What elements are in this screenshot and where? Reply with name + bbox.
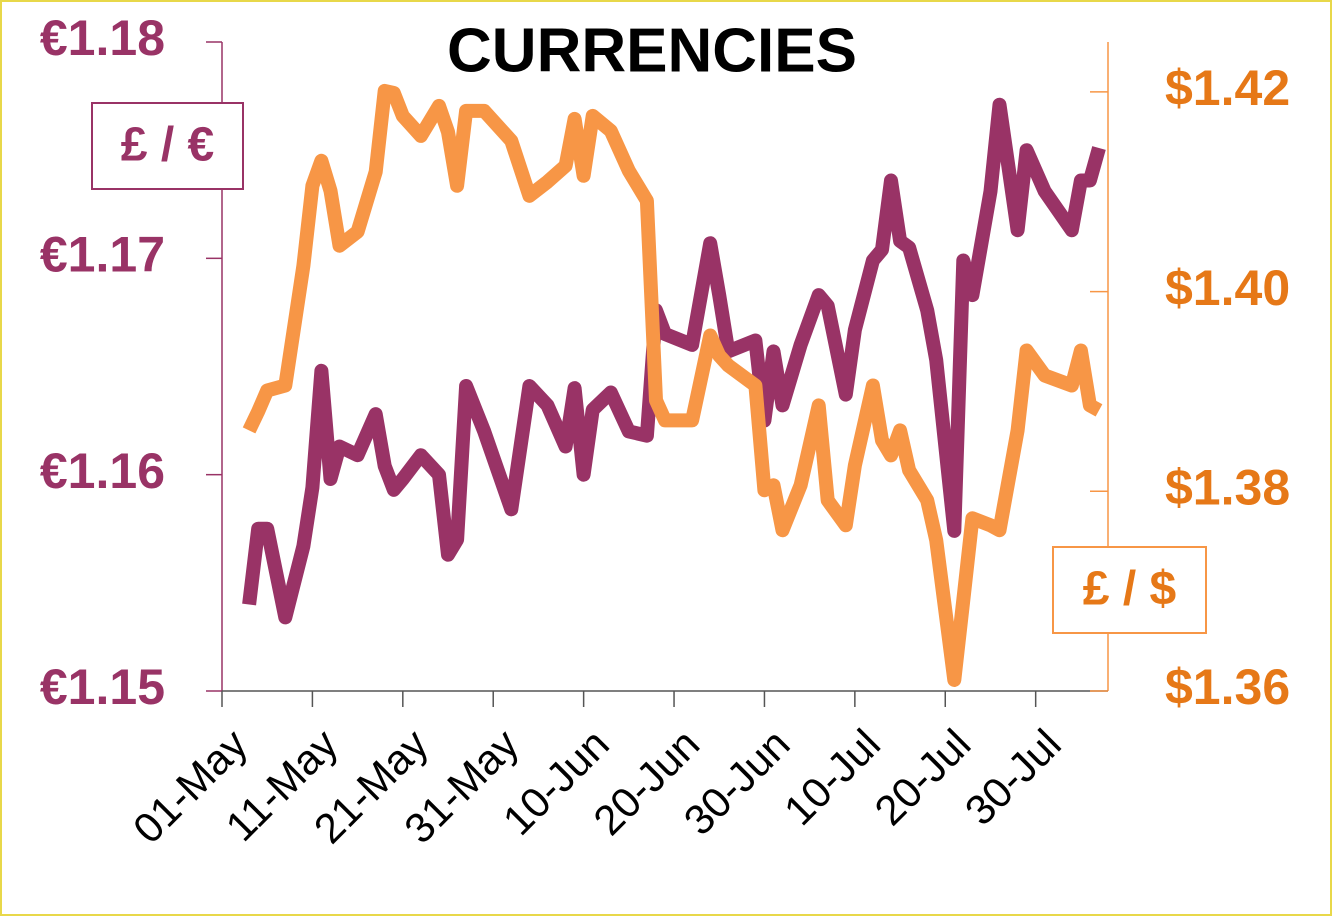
y-tick-label: €1.18 xyxy=(40,10,165,66)
legend-label: £ / € xyxy=(121,119,214,172)
series-line xyxy=(242,83,1103,687)
legend-box xyxy=(1052,546,1207,634)
y2-tick-label: $1.38 xyxy=(1165,460,1290,516)
y2-tick-label: $1.42 xyxy=(1165,60,1290,116)
y-tick-label: €1.17 xyxy=(40,227,165,283)
y-tick-label: €1.16 xyxy=(40,443,165,499)
series-line xyxy=(242,97,1106,625)
legend-label: £ / $ xyxy=(1083,563,1177,616)
y2-tick-label: $1.36 xyxy=(1165,659,1290,715)
y2-tick-label: $1.40 xyxy=(1165,260,1290,316)
y-tick-label: €1.15 xyxy=(40,659,165,715)
chart-title: CURRENCIES xyxy=(447,16,857,85)
legend-box xyxy=(91,102,244,190)
